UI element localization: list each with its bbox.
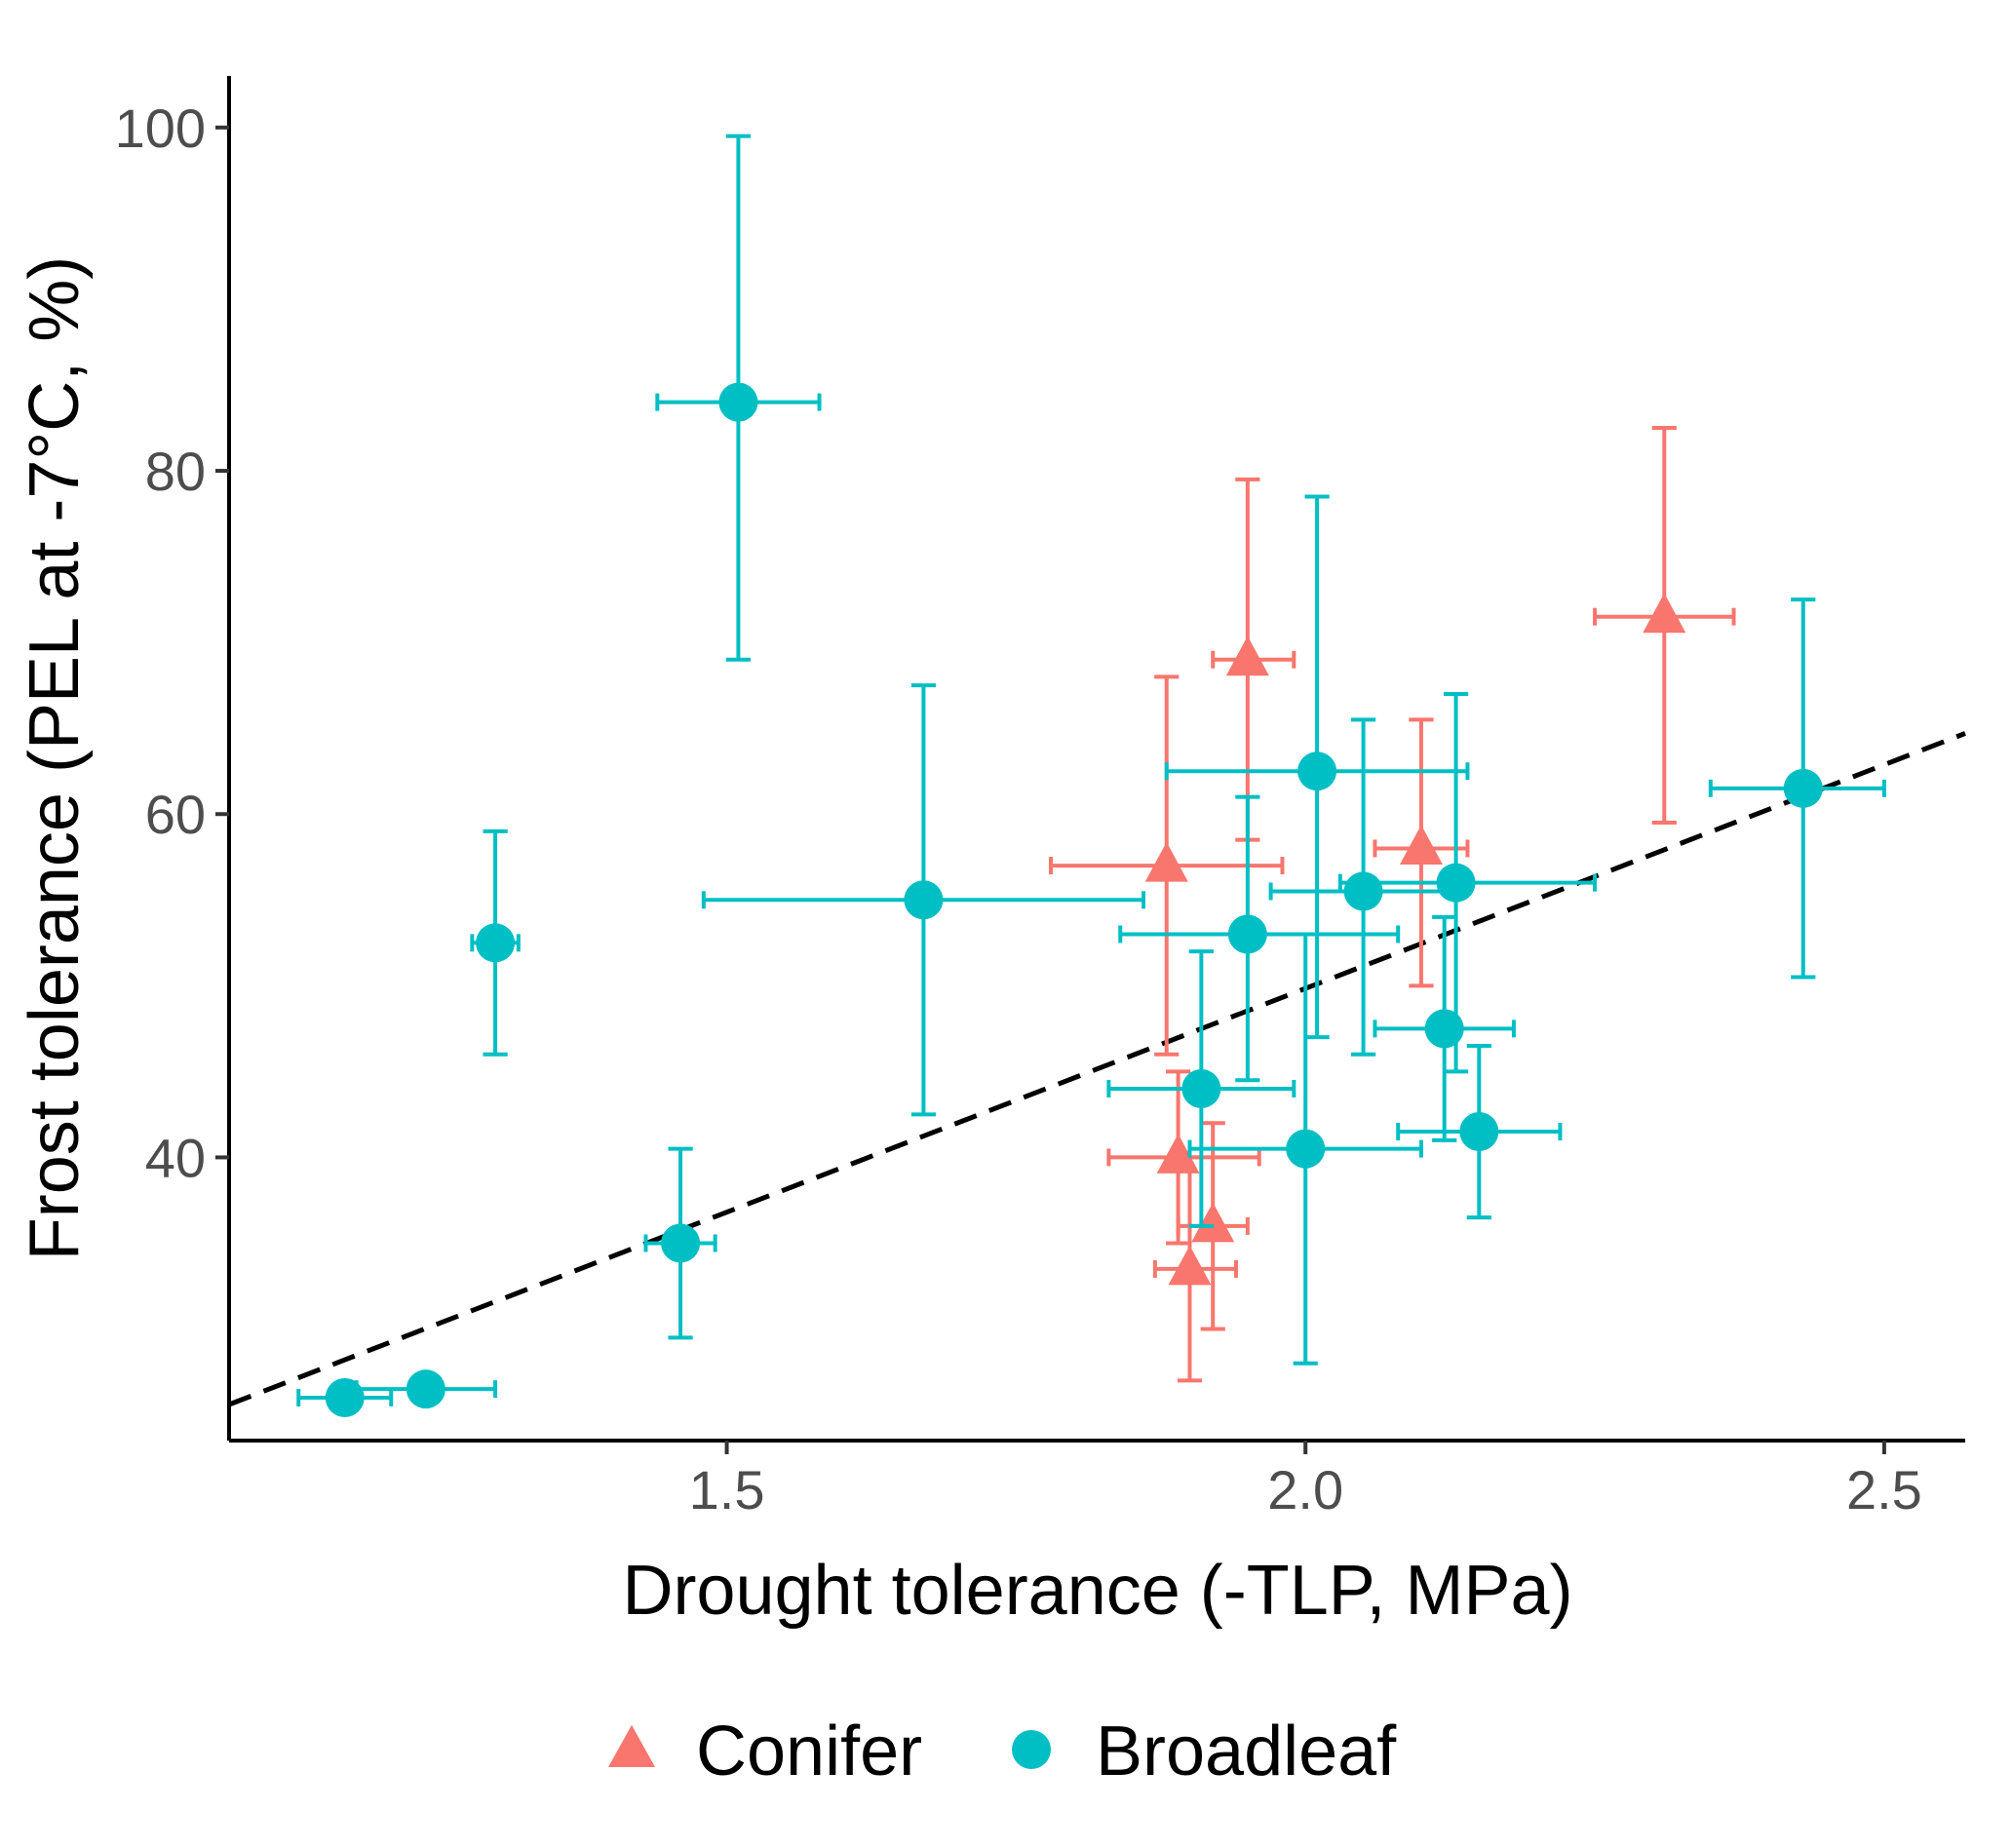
x-tick-label: 1.5 bbox=[689, 1459, 765, 1521]
data-point bbox=[406, 1369, 445, 1409]
y-tick-label: 40 bbox=[145, 1127, 206, 1188]
data-point bbox=[1225, 635, 1269, 676]
data-point bbox=[1436, 863, 1476, 903]
data-point bbox=[1459, 1112, 1499, 1152]
legend: Conifer Broadleaf bbox=[608, 1713, 1397, 1790]
data-point bbox=[1783, 768, 1823, 808]
legend-item-broadleaf: Broadleaf bbox=[1012, 1713, 1397, 1790]
data-point bbox=[1643, 593, 1686, 634]
data-point bbox=[1191, 1202, 1235, 1243]
data-point bbox=[325, 1377, 365, 1417]
y-tick-label: 80 bbox=[145, 441, 206, 502]
x-tick-label: 2.5 bbox=[1846, 1459, 1922, 1521]
legend-item-conifer: Conifer bbox=[608, 1713, 922, 1790]
series-conifer bbox=[1049, 426, 1736, 1383]
data-point bbox=[904, 880, 944, 920]
legend-label: Conifer bbox=[696, 1713, 922, 1790]
legend-key-triangle bbox=[608, 1724, 655, 1767]
data-point bbox=[1168, 1245, 1212, 1286]
data-point bbox=[661, 1223, 701, 1263]
y-tick-label: 60 bbox=[145, 784, 206, 845]
x-tick-label: 2.0 bbox=[1267, 1459, 1343, 1521]
data-point bbox=[1144, 841, 1188, 882]
legend-key-circle bbox=[1012, 1730, 1051, 1769]
data-point bbox=[1181, 1068, 1221, 1108]
data-point bbox=[1156, 1134, 1200, 1174]
data-point bbox=[1399, 825, 1443, 865]
axes: 1.5 2.0 2.5 40 60 80 100 bbox=[115, 76, 1965, 1521]
data-point bbox=[1227, 914, 1267, 954]
data-point bbox=[718, 382, 758, 422]
data-point bbox=[1424, 1009, 1464, 1049]
legend-label: Broadleaf bbox=[1096, 1713, 1397, 1790]
plot-area bbox=[228, 134, 1966, 1417]
series-broadleaf bbox=[296, 134, 1886, 1417]
data-point bbox=[1297, 751, 1337, 791]
data-point bbox=[1343, 871, 1383, 911]
x-axis-title: Drought tolerance (-TLP, MPa) bbox=[622, 1552, 1572, 1630]
y-tick-label: 100 bbox=[115, 97, 206, 159]
data-point bbox=[1286, 1129, 1326, 1169]
trend-line bbox=[228, 731, 1966, 1407]
y-axis-title: Frost tolerance (PEL at -7°C, %) bbox=[16, 256, 94, 1260]
data-point bbox=[476, 923, 516, 963]
